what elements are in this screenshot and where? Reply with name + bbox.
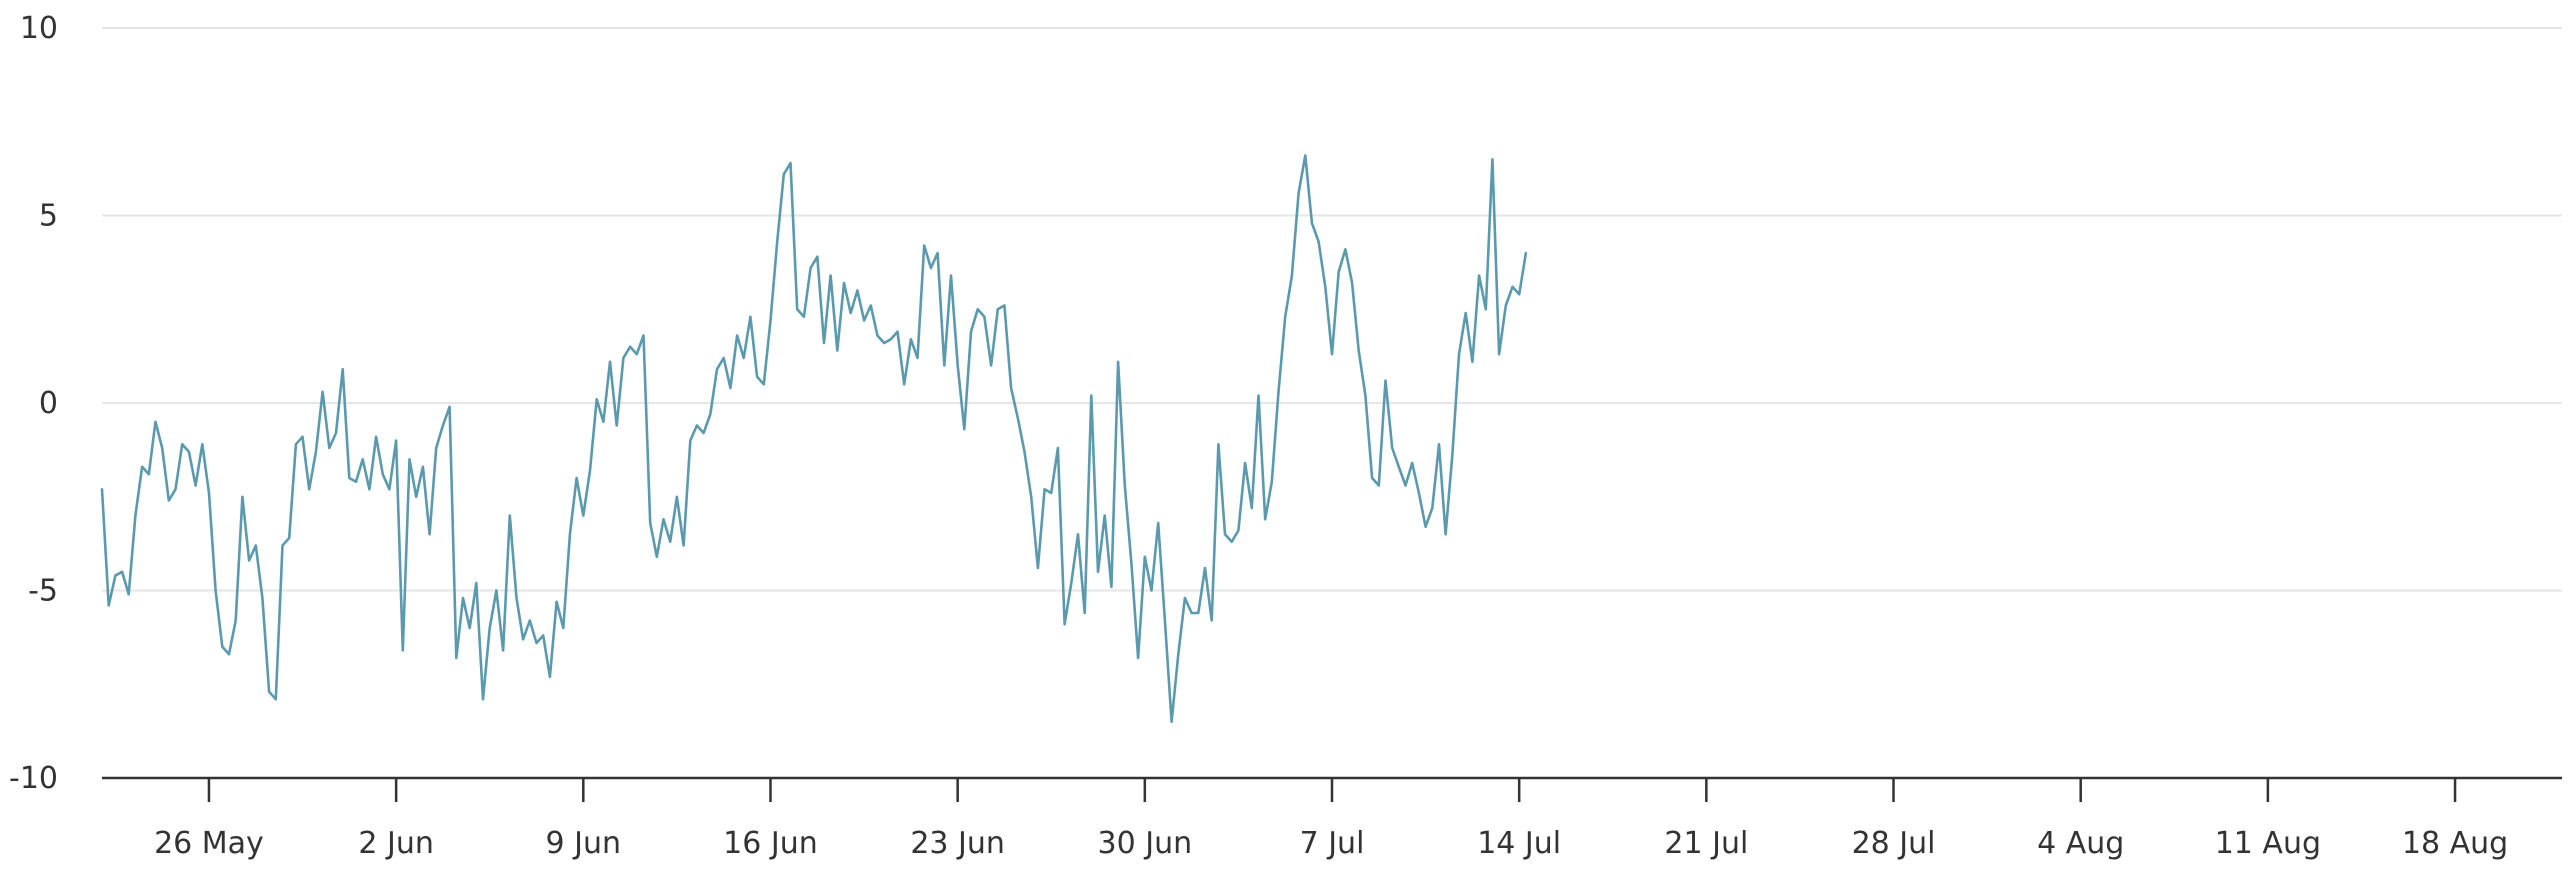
x-axis: 26 May 2 Jun 9 Jun 16 Jun 23 Jun 30 Jun 7 Jul 1… xyxy=(102,776,2562,861)
y-tick-label: -10 xyxy=(9,761,58,796)
y-tick-label: 5 xyxy=(39,199,58,234)
x-tick-label: 11 Aug xyxy=(2215,826,2321,861)
x-tick-label: 14 Jul xyxy=(1477,826,1561,861)
x-tick-label: 2 Jun xyxy=(358,826,434,861)
x-tick-label: 9 Jun xyxy=(546,826,622,861)
x-tick-label: 28 Jul xyxy=(1852,826,1936,861)
gridlines xyxy=(102,27,2562,592)
series-line xyxy=(100,154,1528,724)
y-tick-label: 10 xyxy=(20,11,58,46)
x-tick-label: 18 Aug xyxy=(2402,826,2508,861)
x-tick-label: 7 Jul xyxy=(1300,826,1365,861)
x-tick-label: 30 Jun xyxy=(1098,826,1193,861)
series-group xyxy=(100,154,1528,724)
x-tick-label: 4 Aug xyxy=(2037,826,2124,861)
x-tick-label: 23 Jun xyxy=(910,826,1005,861)
x-tick-label: 21 Jul xyxy=(1664,826,1748,861)
y-axis: 10 5 0 -5 -10 xyxy=(9,11,58,796)
x-tick-label: 26 May xyxy=(154,826,264,861)
y-tick-label: 0 xyxy=(39,386,58,421)
x-tick-label: 16 Jun xyxy=(723,826,818,861)
y-tick-label: -5 xyxy=(28,574,58,609)
